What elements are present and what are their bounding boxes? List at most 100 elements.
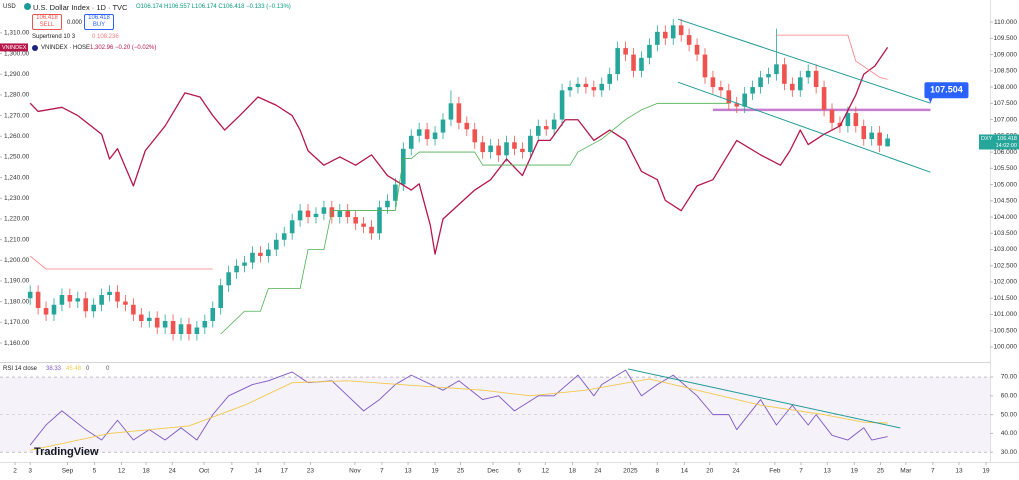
candle-body [321, 207, 327, 214]
candle-body [599, 83, 605, 91]
y2-tick-label: 1,160.00 [4, 340, 30, 347]
candle-body [115, 291, 120, 302]
y-tick-label: 101.500 [994, 295, 1018, 302]
y-tick-label: 103.500 [994, 230, 1018, 237]
candle-body [202, 321, 208, 328]
y2-tick-label: 1,220.00 [4, 216, 30, 223]
candle-body [607, 74, 613, 84]
candle-body [790, 83, 795, 91]
candle-body [520, 148, 525, 153]
annotation-box [924, 82, 969, 99]
x-tick-label: 25 [877, 468, 885, 475]
x-tick-label: 5 [93, 468, 97, 475]
y-tick-label: 103.000 [994, 246, 1018, 253]
y-tick-label: 100.000 [994, 344, 1018, 351]
candle-body [829, 109, 835, 123]
y2-tick-label: 1,250.00 [4, 154, 30, 161]
candle-body [615, 48, 620, 75]
candle-body [591, 87, 597, 91]
candle-body [559, 90, 565, 120]
candle-body [543, 126, 549, 130]
candle-body [226, 272, 231, 286]
candle-body [75, 298, 81, 302]
buy-button[interactable]: 106.418 BUY [84, 14, 114, 30]
x-tick-label: 12 [118, 468, 126, 475]
candle-body [496, 145, 501, 156]
sell-price: 106.418 [36, 15, 58, 21]
candle-body [337, 210, 343, 218]
annotation-label: 107.504 [930, 85, 963, 95]
sell-label: SELL [39, 22, 55, 28]
y-tick-label: 108.000 [994, 84, 1018, 91]
candle-body [250, 252, 255, 263]
candle-body [710, 77, 716, 88]
candle-body [448, 103, 454, 120]
candle-body [424, 129, 430, 140]
y2-tick-label: 1,280.00 [4, 92, 30, 99]
y-tick-label: 60.00 [1001, 393, 1018, 400]
candle-body [83, 298, 89, 312]
x-tick-label: 2 [13, 468, 17, 475]
vnindex-legend: VNINDEX · HOSE [41, 45, 91, 51]
candle-body [631, 54, 636, 71]
x-tick-label: 13 [955, 468, 963, 475]
y2-last-label: VNINDEX [2, 45, 27, 51]
candle-body [35, 291, 41, 309]
x-tick-label: Feb [769, 468, 781, 475]
candle-body [266, 249, 271, 257]
y2-tick-label: 1,290.00 [4, 71, 30, 78]
countdown: 14:02:00 [996, 143, 1017, 149]
x-tick-label: 7 [380, 468, 384, 475]
supertrend-legend: Supertrend 10 3 [32, 34, 76, 40]
candle-body [869, 132, 875, 140]
y-tick-label: 105.500 [994, 165, 1018, 172]
y2-tick-label: 1,210.00 [4, 236, 30, 243]
y-tick-label: 109.500 [994, 35, 1018, 42]
supertrend-line [29, 34, 888, 270]
candle-body [210, 308, 216, 322]
last-price-symbol: DXY [981, 136, 993, 142]
candle-body [91, 304, 96, 312]
y-tick-label: 104.500 [994, 198, 1018, 205]
y2-tick-label: 1,270.00 [4, 112, 30, 119]
candle-body [551, 119, 557, 130]
candle-body [59, 295, 65, 305]
x-tick-label: 12 [542, 468, 550, 475]
x-tick-label: 2025 [623, 468, 638, 475]
y2-tick-label: 1,310.00 [4, 30, 30, 37]
y2-tick-label: 1,200.00 [4, 257, 30, 264]
x-tick-label: Sep [62, 468, 74, 475]
candle-body [186, 324, 192, 335]
y-tick-label: 70.00 [1001, 374, 1018, 381]
x-tick-label: 18 [142, 468, 150, 475]
symbol: USD [3, 4, 16, 10]
x-tick-label: 13 [404, 468, 412, 475]
vnindex-line [29, 47, 889, 255]
y2-tick-label: 1,260.00 [4, 133, 30, 140]
sell-button[interactable]: 106.418 SELL [32, 14, 62, 30]
y2-tick-label: 1,180.00 [4, 298, 30, 305]
candle-body [766, 74, 771, 78]
buy-price: 106.418 [88, 15, 110, 21]
y-tick-label: 109.000 [994, 51, 1018, 58]
candle-body [401, 148, 406, 185]
candle-body [67, 295, 73, 302]
candle-body [694, 44, 700, 55]
candle-body [131, 304, 136, 315]
candle-body [686, 35, 692, 45]
candle-body [567, 87, 573, 91]
rsi-legend-value: 45.48 [66, 366, 82, 372]
x-tick-label: 17 [281, 468, 289, 475]
candle-body [583, 83, 589, 88]
y2-tick-label: 1,170.00 [4, 319, 30, 326]
last-price-box [979, 134, 1019, 150]
candle-body [273, 239, 279, 250]
rsi-legend-value: 38.33 [46, 366, 62, 372]
candle-body [488, 145, 493, 153]
x-tick-label: 7 [230, 468, 234, 475]
candle-body [655, 31, 660, 45]
candle-body [123, 301, 128, 305]
vnindex-values: 1,302.96 −0.20 (−0.02%) [90, 45, 157, 51]
candle-body [535, 126, 541, 136]
